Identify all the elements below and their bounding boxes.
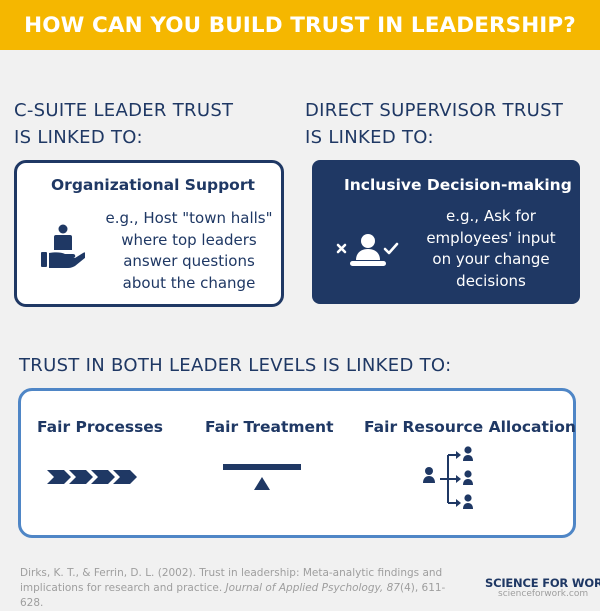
inclusive-decision-making-card: Inclusive Decision-making e.g., Ask for … (312, 160, 580, 304)
c-suite-heading-line1: C-SUITE LEADER TRUST (14, 100, 234, 121)
inclusive-decision-making-title: Inclusive Decision-making (344, 176, 572, 194)
org-support-line4: about the change (122, 273, 256, 292)
c-suite-heading-line2: IS LINKED TO: (14, 127, 143, 148)
both-levels-card (18, 388, 576, 538)
citation-line2: implications for research and practice. (20, 582, 226, 594)
brand-name-part2: FOR WORK (542, 576, 600, 590)
balance-seesaw-icon (223, 464, 301, 490)
citation: Dirks, K. T., & Ferrin, D. L. (2002). Tr… (20, 566, 460, 611)
supervisor-heading-line2: IS LINKED TO: (305, 127, 434, 148)
fair-resource-allocation-label: Fair Resource Allocation (364, 418, 576, 436)
organizational-support-text: e.g., Host "town halls" where top leader… (105, 208, 273, 294)
supervisor-heading-line1: DIRECT SUPERVISOR TRUST (305, 100, 564, 121)
inclusive-line2: employees' input (426, 228, 556, 247)
science-for-work-logo: SCIENCE FOR WORK (485, 576, 600, 590)
org-support-line1: e.g., Host "town halls" (105, 209, 273, 227)
citation-line1: Dirks, K. T., & Ferrin, D. L. (2002). Tr… (20, 567, 443, 579)
inclusive-line1: e.g., Ask for (446, 207, 536, 225)
organizational-support-title: Organizational Support (51, 176, 255, 194)
brand-url: scienceforwork.com (498, 589, 589, 599)
organizational-support-card: Organizational Support e.g., Host "town … (14, 160, 284, 307)
brand-name-part1: SCIENCE (485, 576, 539, 590)
citation-journal: Journal of Applied Psychology, 87 (225, 582, 400, 594)
inclusive-line3: on your change (432, 250, 550, 268)
supervisor-heading: DIRECT SUPERVISOR TRUST IS LINKED TO: (305, 97, 563, 151)
page-title: HOW CAN YOU BUILD TRUST IN LEADERSHIP? (24, 12, 576, 38)
org-support-line2: where top leaders (121, 230, 257, 249)
fair-treatment-label: Fair Treatment (205, 418, 334, 436)
org-support-line3: answer questions (123, 252, 255, 270)
fair-processes-label: Fair Processes (37, 418, 164, 436)
c-suite-heading: C-SUITE LEADER TRUST IS LINKED TO: (14, 97, 233, 151)
chevrons-process-icon (47, 470, 137, 484)
header-banner: HOW CAN YOU BUILD TRUST IN LEADERSHIP? (0, 0, 600, 50)
inclusive-decision-making-text: e.g., Ask for employees' input on your c… (412, 206, 570, 292)
resource-allocation-icon (423, 446, 473, 509)
person-decision-icon (336, 234, 399, 266)
inclusive-line4: decisions (456, 271, 526, 290)
both-levels-heading: TRUST IN BOTH LEADER LEVELS IS LINKED TO… (19, 355, 452, 376)
hand-holding-person-icon (41, 224, 85, 268)
